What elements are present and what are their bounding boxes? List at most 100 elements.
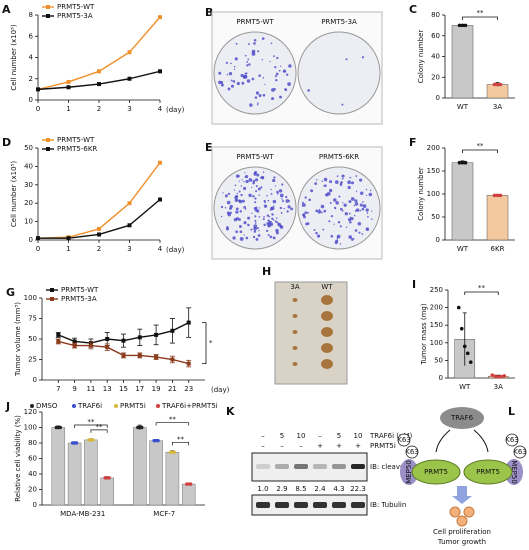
x-tick-label: 4 (158, 245, 163, 253)
x-tick-label: MDA-MB-231 (60, 510, 105, 518)
colony (360, 191, 364, 195)
colony (243, 181, 245, 183)
ib-label: IB: Tubulin (370, 501, 406, 509)
colony (251, 49, 256, 54)
legend-marker (46, 147, 50, 151)
colony (243, 234, 246, 236)
data-point (58, 425, 62, 430)
image-label: PRMT5-WT (236, 18, 274, 26)
colony (238, 180, 240, 182)
colony (354, 199, 358, 203)
colony (348, 235, 353, 239)
colony (240, 73, 244, 78)
marker (72, 343, 77, 348)
colony (236, 192, 239, 195)
x-axis-label: (day) (166, 246, 185, 254)
colony (269, 60, 271, 63)
colony (339, 243, 342, 245)
data-point (465, 351, 470, 356)
colony (321, 180, 323, 182)
colony (335, 201, 339, 205)
ub-label: K63 (405, 448, 419, 456)
data-point (495, 193, 500, 198)
colony (236, 81, 240, 86)
colony (349, 212, 351, 215)
sig-label: ** (477, 142, 485, 150)
marker (72, 339, 77, 344)
colony (256, 209, 260, 213)
colony (341, 177, 344, 180)
marker (66, 85, 71, 90)
ib-label: IB: cleaved-PARP (370, 463, 429, 471)
band (275, 464, 289, 469)
colony (229, 204, 233, 209)
colony (267, 224, 270, 227)
colony (258, 230, 260, 232)
colony (304, 211, 308, 214)
tumor (292, 314, 298, 318)
y-tick-label: 0 (33, 501, 37, 509)
colony (267, 199, 270, 202)
y-tick-label: 150 (430, 321, 443, 329)
data-point (502, 374, 507, 378)
colony (258, 194, 260, 196)
colony (306, 211, 309, 214)
colony (302, 203, 306, 207)
colony (247, 216, 251, 220)
colony (238, 224, 242, 228)
ub-mark (505, 433, 519, 447)
cell (449, 506, 461, 518)
y-tick-label: 20 (24, 199, 33, 207)
band (351, 502, 365, 508)
colony (226, 225, 229, 229)
y-tick-label: 4 (29, 54, 34, 62)
image-label: PRMT5-6KR (319, 153, 359, 161)
y-tick-label: 2 (29, 75, 33, 83)
data-point (493, 374, 498, 379)
colony (268, 215, 271, 218)
arrow (435, 429, 489, 453)
colony (270, 42, 273, 45)
colony (274, 185, 276, 187)
tumor (321, 343, 333, 353)
y-axis-label: Relative cell viability (%) (14, 415, 22, 502)
y-tick-label: 10 (24, 218, 33, 226)
plate (297, 166, 381, 250)
colony (275, 78, 278, 82)
colony (233, 189, 236, 191)
colony (315, 209, 319, 213)
bar (451, 162, 474, 241)
colony (344, 212, 349, 216)
x-tick-label: 2 (97, 245, 101, 253)
panel-label: B (205, 6, 213, 19)
colony (323, 177, 328, 182)
tumor (321, 359, 333, 369)
colony (230, 84, 234, 88)
colony (243, 205, 247, 209)
y-tick-label: 6 (29, 32, 34, 40)
colony (255, 206, 258, 209)
tumor (292, 330, 298, 334)
series-line (38, 198, 161, 239)
colony (341, 210, 344, 212)
colony (365, 227, 370, 232)
tumor (321, 295, 333, 305)
quant-label: 4.3 (333, 485, 344, 493)
colony (316, 179, 318, 181)
colony (220, 83, 224, 87)
legend-marker (46, 5, 50, 9)
colony (303, 215, 306, 219)
y-axis-label: Colony number (417, 30, 425, 84)
adaptor (400, 459, 418, 485)
y-tick-label: 40 (24, 162, 33, 170)
colony (304, 196, 307, 199)
legend-marker (46, 14, 50, 18)
panel-label: L (508, 405, 515, 418)
image-label: PRMT5-WT (236, 153, 274, 161)
colony (276, 190, 279, 194)
colony (329, 180, 333, 184)
colony (326, 191, 331, 196)
colony (271, 217, 274, 220)
colony (267, 234, 270, 237)
colony (315, 231, 318, 235)
